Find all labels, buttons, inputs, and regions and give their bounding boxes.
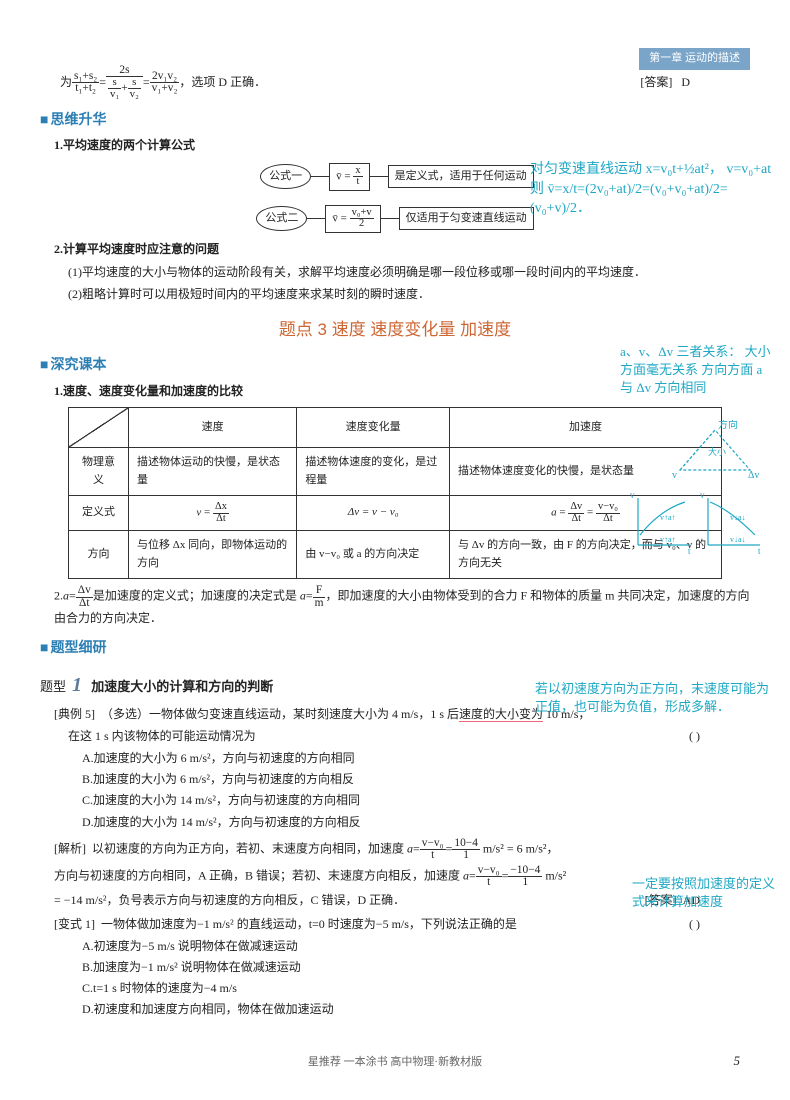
sketch-graphs: v v↑a↑ v↑a↑ v v↓a↓ v↓a↓ t t bbox=[630, 490, 770, 560]
opt-d: D.加速度的大小为 14 m/s²，方向与初速度的方向相反 bbox=[82, 813, 750, 832]
tbl-c31: 与位移 Δx 同向，即物体运动的方向 bbox=[129, 531, 297, 579]
sub1-2: 2.计算平均速度时应注意的问题 bbox=[54, 240, 750, 259]
footer: 星推荐 一本涂书 高中物理·新教材版 bbox=[40, 1054, 750, 1072]
svg-text:大小: 大小 bbox=[708, 446, 726, 457]
formula-box-2: v̄ = v₀+v2 bbox=[325, 205, 380, 233]
para-2a: 2.a=ΔvΔt是加速度的定义式；加速度的决定式是 a=Fm，即加速度的大小由物… bbox=[54, 585, 750, 628]
section-siwei: 思维升华 bbox=[40, 110, 750, 132]
svg-text:v↑a↑: v↑a↑ bbox=[660, 535, 676, 544]
handwriting-2: a、v、Δv 三者关系： 大小方面毫无关系 方向方面 a 与 Δv 方向相同 bbox=[620, 343, 775, 398]
top-formula: 为 s₁+s₂t₁+t₂ = 2ssv₁+sv₂ = 2v₁v₂v₁+v₂ ，选… bbox=[60, 65, 750, 100]
tbl-c12: 描述物体速度的变化，是过程量 bbox=[297, 447, 450, 495]
ex5-q: 在这 1 s 内该物体的可能运动情况为( ) bbox=[68, 727, 750, 746]
tbl-c32: 由 v−v₀ 或 a 的方向决定 bbox=[297, 531, 450, 579]
para-1-2: (2)粗略计算时可以用极短时间内的平均速度来求某时刻的瞬时速度． bbox=[82, 285, 750, 304]
desc-box-1: 是定义式，适用于任何运动 bbox=[388, 165, 534, 189]
sub1-1: 1.平均速度的两个计算公式 bbox=[54, 136, 750, 155]
svg-text:v: v bbox=[630, 490, 635, 500]
analysis: [解析] 以初速度的方向为正方向，若初、末速度方向相同，加速度 a=v−v₀t=… bbox=[54, 838, 750, 862]
tbl-corner bbox=[69, 407, 129, 447]
v-opt-d: D.初速度和加速度方向相同，物体在做加速运动 bbox=[82, 1000, 750, 1019]
answer-value: D bbox=[681, 75, 690, 89]
opt-b: B.加速度的大小为 6 m/s²，方向与初速度的方向相反 bbox=[82, 770, 750, 789]
opt-a: A.加速度的大小为 6 m/s²，方向与初速度的方向相同 bbox=[82, 749, 750, 768]
formula-box-1: v̄ = xt bbox=[329, 163, 369, 191]
svg-text:方向: 方向 bbox=[718, 420, 738, 431]
handwriting-4: 一定要按照加速度的定义式来计算加速度 bbox=[632, 875, 782, 911]
tbl-h1: 速度 bbox=[129, 407, 297, 447]
svg-text:v↑a↑: v↑a↑ bbox=[660, 513, 676, 522]
sketch-triangle: 方向 大小 v Δv bbox=[670, 420, 760, 480]
answer-label: [答案] bbox=[640, 75, 672, 89]
var1: [变式 1] 一物体做加速度为−1 m/s² 的直线运动，t=0 时速度为−5 … bbox=[54, 915, 750, 934]
tbl-r1: 物理意义 bbox=[69, 447, 129, 495]
desc-box-2: 仅适用于匀变速直线运动 bbox=[399, 207, 534, 231]
handwriting-3: 若以初速度方向为正方向，末速度可能为正值，也可能为负值，形成多解． bbox=[535, 680, 775, 716]
svg-text:v↓a↓: v↓a↓ bbox=[730, 535, 746, 544]
svg-text:Δv: Δv bbox=[748, 470, 759, 480]
tbl-h2: 速度变化量 bbox=[297, 407, 450, 447]
opt-c: C.加速度的大小为 14 m/s²，方向与初速度的方向相同 bbox=[82, 791, 750, 810]
topic-3: 题点 3 速度 速度变化量 加速度 bbox=[40, 316, 750, 343]
prefix: 为 bbox=[60, 73, 72, 92]
tbl-c11: 描述物体运动的快慢，是状态量 bbox=[129, 447, 297, 495]
svg-text:t: t bbox=[688, 546, 691, 556]
handwriting-1: 对匀变速直线运动 x=v₀t+½at²， v=v₀+at 则 v̄=x/t=(2… bbox=[530, 160, 775, 219]
formula-mid: ，选项 D 正确． bbox=[179, 73, 266, 92]
tbl-r2: 定义式 bbox=[69, 496, 129, 531]
oval-2: 公式二 bbox=[256, 206, 307, 232]
comparison-table: 速度 速度变化量 加速度 物理意义 描述物体运动的快慢，是状态量 描述物体速度的… bbox=[68, 407, 722, 579]
svg-text:v: v bbox=[672, 470, 677, 480]
v-opt-b: B.加速度为−1 m/s² 说明物体在做减速运动 bbox=[82, 958, 750, 977]
page-number: 5 bbox=[734, 1051, 741, 1072]
v-opt-a: A.初速度为−5 m/s 说明物体在做减速运动 bbox=[82, 937, 750, 956]
svg-text:v: v bbox=[700, 490, 705, 500]
svg-text:v↓a↓: v↓a↓ bbox=[730, 513, 746, 522]
v-opt-c: C.t=1 s 时物体的速度为−4 m/s bbox=[82, 979, 750, 998]
section-tixing: 题型细研 bbox=[40, 638, 750, 660]
para-1-1: (1)平均速度的大小与物体的运动阶段有关，求解平均速度必须明确是哪一段位移或哪一… bbox=[82, 263, 750, 282]
chapter-tag: 第一章 运动的描述 bbox=[639, 48, 750, 70]
oval-1: 公式一 bbox=[260, 164, 311, 190]
svg-text:t: t bbox=[758, 546, 761, 556]
tbl-r3: 方向 bbox=[69, 531, 129, 579]
